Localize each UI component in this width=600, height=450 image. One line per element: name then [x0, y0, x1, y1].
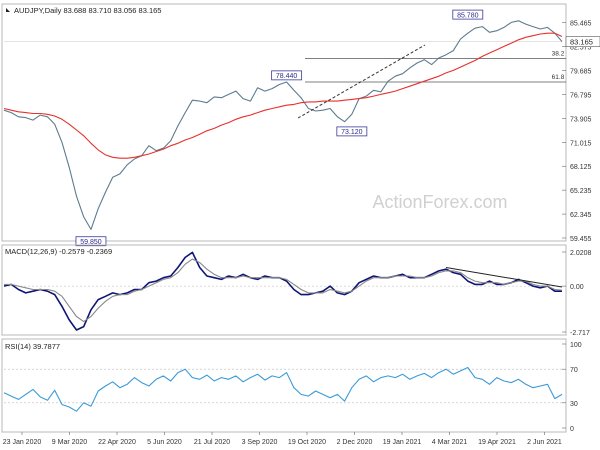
price-tick-label: 68.125 [570, 164, 592, 171]
fib-levels: 38.2 61.8 [305, 51, 566, 83]
x-tick-label: 23 Jan 2020 [3, 439, 42, 446]
x-tick-label: 4 Mar 2021 [432, 439, 468, 446]
watermark: ActionForex.com [372, 192, 507, 212]
last-price-marker: 83.165 [565, 36, 600, 48]
rsi-panel-title: RSI(14) 39.7877 [5, 342, 60, 351]
x-tick-label: 19 Apr 2021 [478, 439, 516, 446]
price-tick-label: 59.455 [570, 236, 592, 243]
price-tick-label: 65.235 [570, 188, 592, 195]
x-tick-label: 19 Oct 2020 [288, 439, 326, 446]
price-tick-label: 62.345 [570, 212, 592, 219]
callout-label: 73.120 [341, 129, 363, 136]
price-tick-label: 73.905 [570, 116, 592, 123]
price-series-line-1 [3, 32, 563, 159]
rsi-tick-label: 30 [570, 401, 578, 408]
x-axis: 23 Jan 2020 9 Mar 2020 22 Apr 2020 5 Jun 20… [3, 432, 562, 446]
rsi-series-group [3, 366, 563, 412]
last-price-label: 83.165 [570, 38, 593, 47]
price-tick-label: 76.795 [570, 92, 592, 99]
rsi-panel-frame [1, 338, 567, 433]
collapse-arrow-icon [6, 8, 10, 12]
x-tick-label: 3 Sep 2020 [242, 439, 278, 446]
x-tick-label: 2 Jun 2021 [527, 439, 562, 446]
macd-y-axis: 2.0208 0.00 -2.717 [562, 250, 592, 337]
rsi-tick-label: 70 [570, 367, 578, 374]
price-tick-label: 79.685 [570, 69, 592, 76]
callout-box [452, 9, 484, 20]
price-panel: ActionForex.com AUDJPY,Daily 83.688 83.7… [1, 3, 600, 247]
callout-box [75, 236, 107, 247]
price-tick-label: 85.465 [570, 21, 592, 28]
price-series-group [3, 20, 563, 230]
price-tick-label: 71.015 [570, 140, 592, 147]
macd-panel: MACD(12,26,9) -0.2579 -0.2369 2.0208 0.00… [1, 244, 592, 337]
trendline-dashed [297, 44, 426, 119]
x-tick-label: 21 Jul 2020 [194, 439, 230, 446]
callout-box [336, 126, 368, 137]
x-tick-label: 22 Apr 2020 [98, 439, 136, 446]
fib-label: 38.2 [552, 51, 565, 58]
fib-label: 61.8 [552, 74, 565, 81]
callout-label: 59.850 [80, 239, 102, 246]
macd-tick-label: -2.717 [570, 330, 590, 337]
callout-label: 85.780 [457, 12, 479, 19]
x-tick-label: 5 Jun 2020 [147, 439, 182, 446]
macd-series-line-0 [3, 251, 562, 331]
rsi-tick-label: 0 [570, 426, 574, 433]
price-panel-frame [1, 3, 567, 242]
rsi-series-line-0 [3, 366, 563, 412]
x-tick-label: 19 Jan 2021 [383, 439, 422, 446]
rsi-y-axis: 100 70 30 0 [562, 342, 582, 433]
rsi-panel: RSI(14) 39.7877 100 70 30 0 [1, 338, 582, 433]
macd-series-group [3, 251, 563, 331]
price-y-axis: 85.465 82.575 79.685 76.795 73.905 71.015 68.1… [562, 21, 592, 243]
macd-divergence-line [445, 267, 563, 288]
macd-panel-frame [1, 244, 567, 336]
callout-label: 78.440 [276, 73, 298, 80]
rsi-tick-label: 100 [570, 342, 582, 349]
last-price-box [565, 36, 600, 48]
macd-series-line-1 [4, 258, 563, 323]
x-tick-label: 2 Dec 2020 [337, 439, 373, 446]
callout-box [271, 70, 303, 81]
price-callouts: 85.780 78.440 73.120 59.850 [75, 9, 484, 247]
price-panel-title: AUDJPY,Daily 83.688 83.710 83.056 83.165 [14, 6, 161, 15]
price-tick-label: 82.575 [570, 45, 592, 52]
macd-panel-title: MACD(12,26,9) -0.2579 -0.2369 [5, 247, 112, 256]
price-series-line-0 [3, 20, 563, 230]
macd-tick-label: 0.00 [570, 284, 584, 291]
x-tick-label: 9 Mar 2020 [52, 439, 88, 446]
macd-tick-label: 2.0208 [570, 250, 592, 257]
